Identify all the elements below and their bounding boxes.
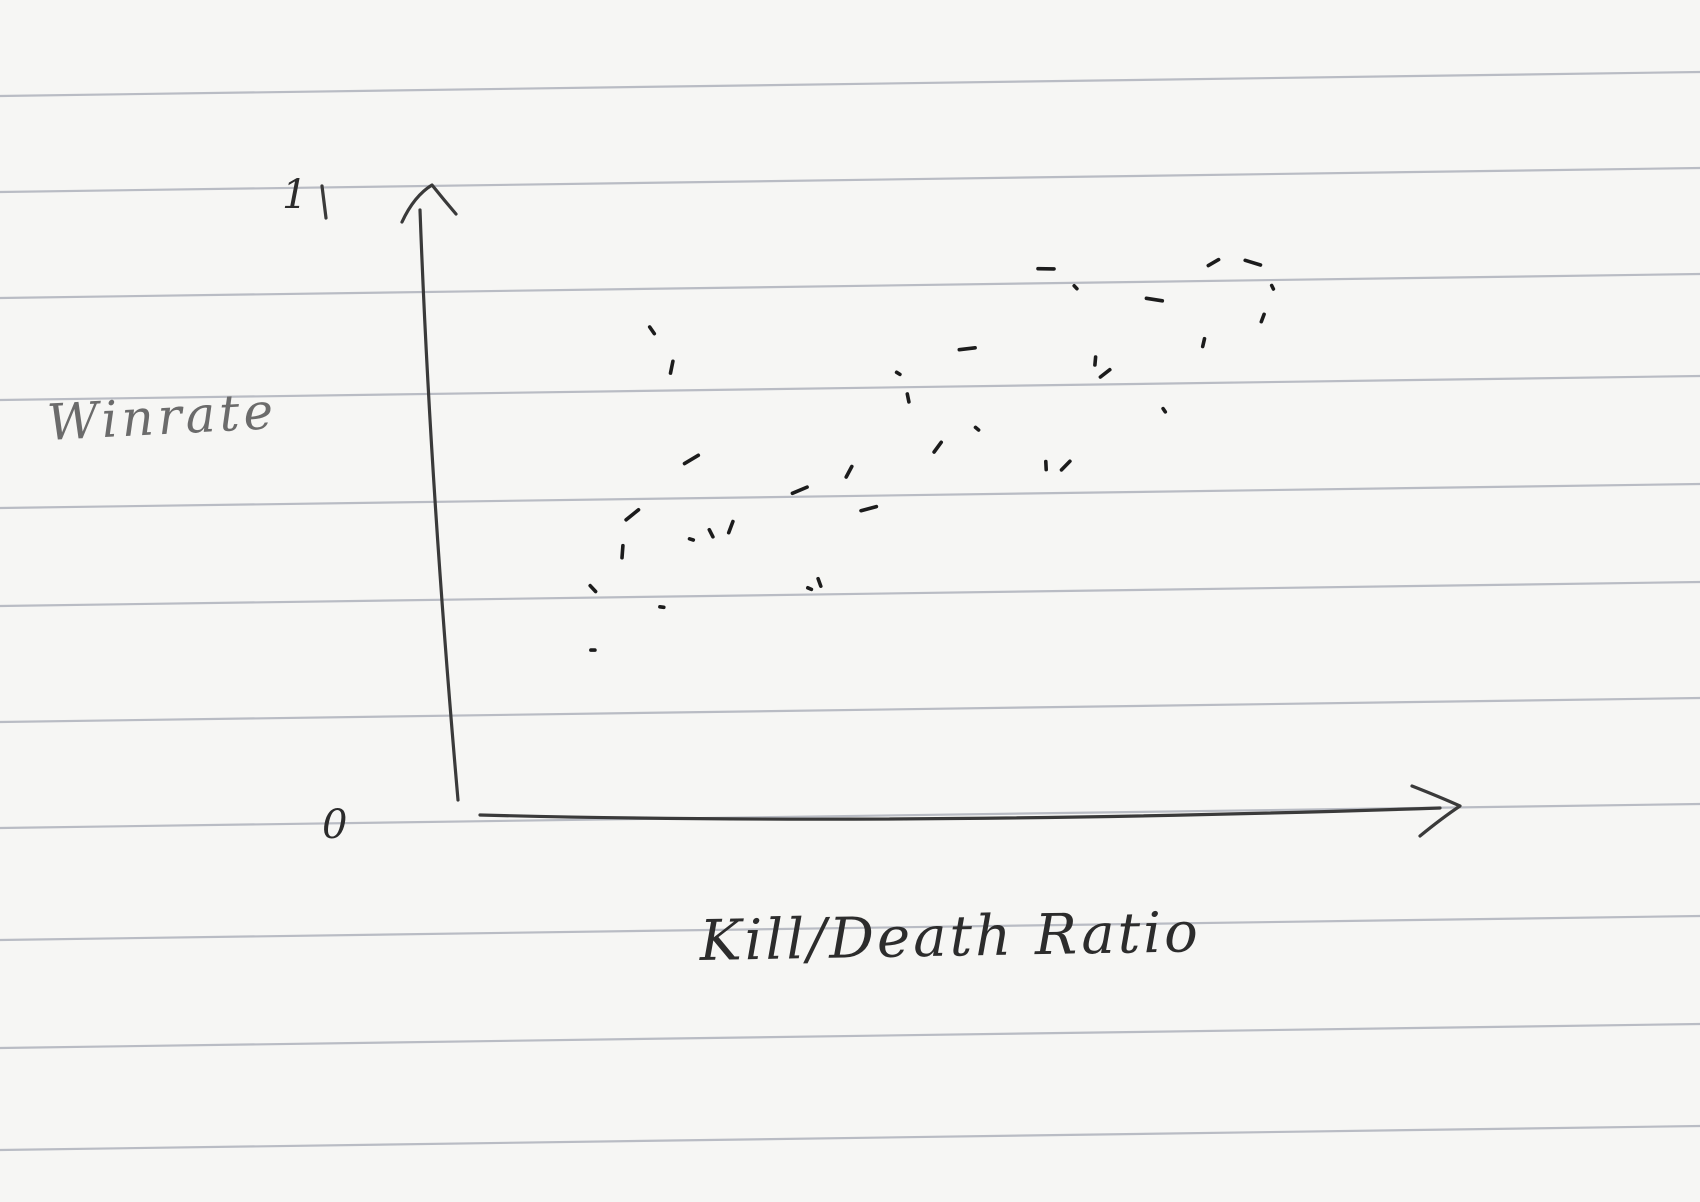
y-axis-label: Winrate bbox=[46, 382, 279, 452]
data-point bbox=[1243, 258, 1263, 267]
ruled-line bbox=[0, 272, 1700, 300]
data-point bbox=[859, 504, 879, 513]
data-point bbox=[624, 507, 641, 522]
x-axis-label: Kill/Death Ratio bbox=[698, 900, 1201, 974]
data-point bbox=[1269, 283, 1276, 291]
data-point bbox=[957, 345, 977, 352]
data-point bbox=[844, 464, 854, 479]
ruled-line bbox=[0, 1124, 1700, 1152]
data-point bbox=[1098, 367, 1112, 379]
ruled-line bbox=[0, 166, 1700, 194]
data-point bbox=[973, 425, 981, 432]
data-point bbox=[894, 370, 902, 377]
y-axis-top-tick bbox=[320, 184, 328, 220]
ruled-line bbox=[0, 802, 1700, 830]
data-point bbox=[1161, 406, 1168, 414]
data-point bbox=[1200, 336, 1207, 349]
y-tick-label-top: 1 bbox=[282, 172, 307, 218]
ruled-line bbox=[0, 1022, 1700, 1050]
ruled-line bbox=[0, 70, 1700, 98]
data-point bbox=[1259, 312, 1266, 324]
data-point bbox=[1072, 283, 1079, 291]
y-axis bbox=[418, 208, 460, 802]
data-point bbox=[805, 585, 814, 592]
data-point bbox=[790, 485, 809, 496]
y-axis-arrowhead bbox=[400, 183, 458, 224]
data-point bbox=[1206, 257, 1221, 268]
ruled-line bbox=[0, 580, 1700, 608]
chart-axes bbox=[320, 183, 1462, 838]
ruled-line bbox=[0, 914, 1700, 942]
data-point bbox=[658, 604, 666, 610]
ruled-line bbox=[0, 374, 1700, 402]
data-point bbox=[687, 536, 696, 542]
data-point bbox=[682, 453, 701, 466]
data-point bbox=[726, 519, 735, 535]
data-point bbox=[707, 527, 715, 539]
data-point bbox=[620, 543, 625, 560]
y-tick-label-origin: 0 bbox=[322, 802, 347, 848]
data-point bbox=[588, 583, 598, 594]
data-point bbox=[1144, 296, 1165, 303]
data-point bbox=[1059, 459, 1072, 472]
scatter-points bbox=[588, 257, 1276, 652]
x-axis bbox=[478, 806, 1442, 821]
data-point bbox=[1093, 355, 1098, 367]
x-axis-arrowhead bbox=[1410, 784, 1462, 838]
data-point bbox=[668, 359, 675, 375]
data-point bbox=[932, 440, 944, 454]
ruled-line bbox=[0, 482, 1700, 510]
data-point bbox=[905, 392, 911, 404]
data-point bbox=[816, 576, 823, 589]
notebook-ruled-lines bbox=[0, 70, 1700, 1152]
ruled-line bbox=[0, 696, 1700, 724]
data-point bbox=[647, 325, 657, 336]
